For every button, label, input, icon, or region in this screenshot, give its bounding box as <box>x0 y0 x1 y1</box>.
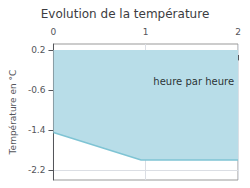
svg-text:heure par heure: heure par heure <box>153 76 234 87</box>
svg-text:0: 0 <box>51 27 57 37</box>
svg-text:-0.6: -0.6 <box>28 85 46 95</box>
svg-text:2: 2 <box>235 27 241 37</box>
svg-text:-2.2: -2.2 <box>28 165 46 175</box>
svg-text:0.2: 0.2 <box>31 45 45 55</box>
svg-text:-1.4: -1.4 <box>28 125 46 135</box>
svg-text:Evolution de la température: Evolution de la température <box>41 7 210 21</box>
svg-text:1: 1 <box>143 27 149 37</box>
svg-text:Température en °C: Température en °C <box>8 70 18 156</box>
